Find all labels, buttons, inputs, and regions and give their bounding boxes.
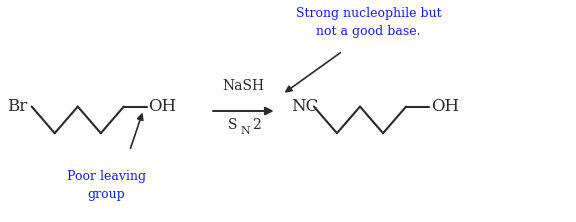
Text: Br: Br bbox=[7, 98, 27, 115]
Text: S: S bbox=[228, 118, 237, 133]
Text: Poor leaving
group: Poor leaving group bbox=[67, 170, 146, 201]
Text: NaSH: NaSH bbox=[222, 79, 264, 93]
Text: OH: OH bbox=[149, 98, 177, 115]
Text: NC: NC bbox=[291, 98, 318, 115]
Text: N: N bbox=[240, 126, 250, 136]
Text: Strong nucleophile but
not a good base.: Strong nucleophile but not a good base. bbox=[296, 7, 441, 38]
Text: OH: OH bbox=[431, 98, 459, 115]
Text: 2: 2 bbox=[252, 118, 260, 133]
